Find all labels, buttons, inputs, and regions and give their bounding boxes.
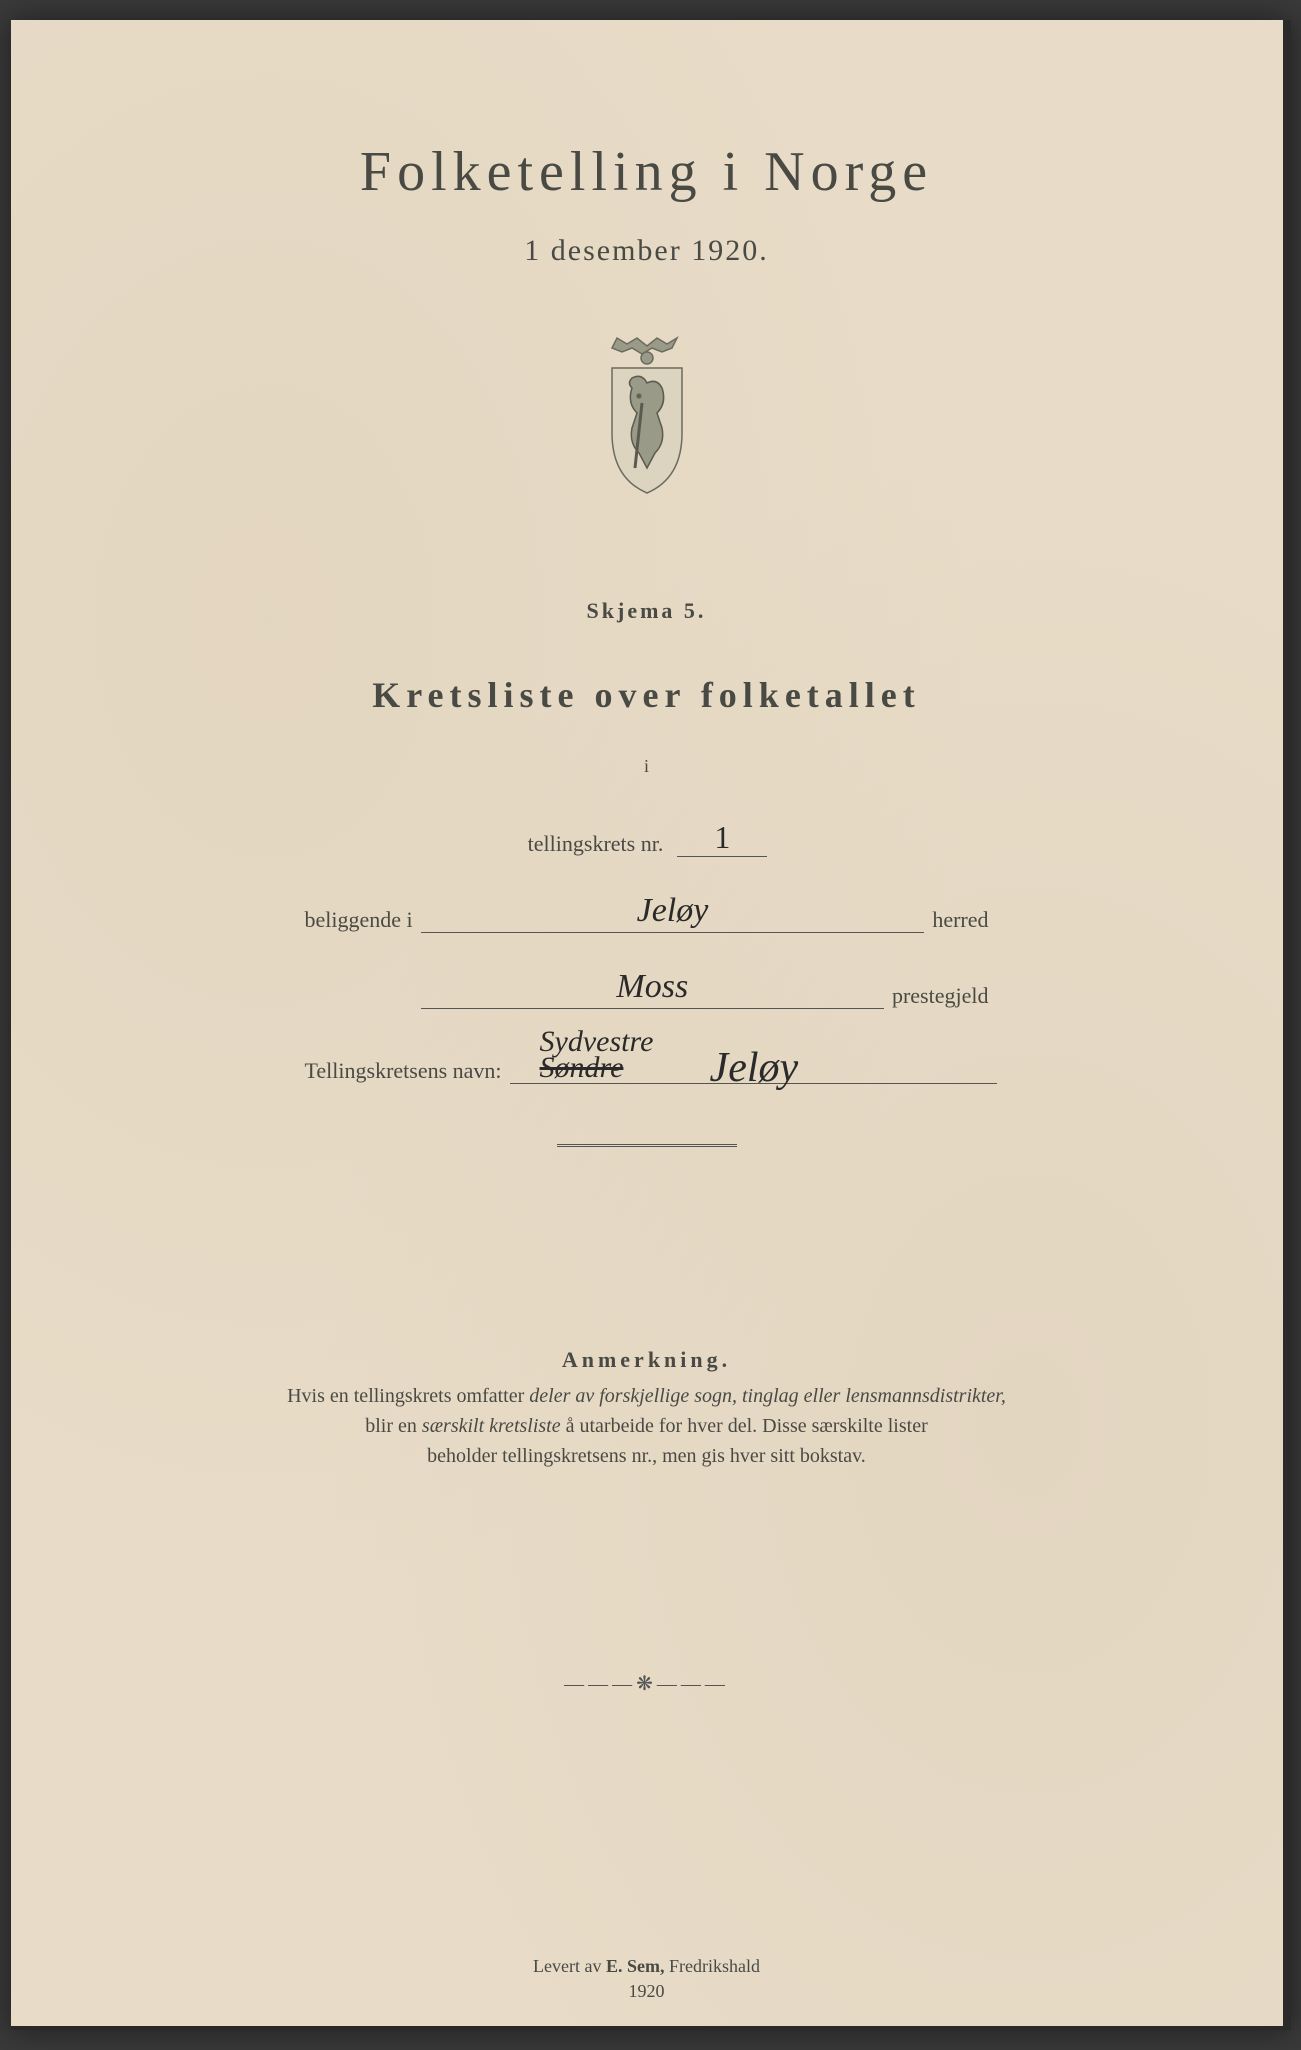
note-title: Anmerkning. bbox=[151, 1347, 1143, 1373]
footer-c: Fredrikshald bbox=[664, 1956, 759, 1976]
value-prestegjeld: Moss bbox=[421, 968, 884, 1009]
label-herred: herred bbox=[924, 907, 996, 933]
page-title: Folketelling i Norge bbox=[151, 140, 1143, 204]
note-l1a: Hvis en tellingskrets omfatter bbox=[287, 1385, 529, 1407]
value-tellingskrets: 1 bbox=[677, 819, 767, 857]
value-navn: Sydvestre Søndre Jeløy bbox=[510, 1054, 997, 1084]
list-heading: Kretsliste over folketallet bbox=[151, 674, 1143, 716]
divider-small bbox=[557, 1144, 737, 1147]
coat-of-arms bbox=[151, 328, 1143, 498]
row-prestegjeld: beliggende i Moss prestegjeld bbox=[297, 968, 997, 1009]
form-fields: tellingskrets nr. 1 beliggende i Jeløy h… bbox=[297, 817, 997, 1084]
note-l2b: å utarbeide for hver del. Disse særskilt… bbox=[561, 1415, 928, 1437]
note-l1i: deler av forskjellige sogn, tinglag elle… bbox=[529, 1385, 1006, 1407]
subtitle-date: 1 desember 1920. bbox=[151, 234, 1143, 268]
label-beliggende: beliggende i bbox=[297, 907, 421, 933]
note-l2a: blir en bbox=[365, 1415, 422, 1437]
struck-text: Søndre bbox=[540, 1054, 624, 1081]
footer-year: 1920 bbox=[151, 1981, 1143, 2002]
navn-main: Jeløy bbox=[710, 1050, 799, 1088]
label-tellingskrets: tellingskrets nr. bbox=[520, 831, 672, 857]
row-tellingskrets: tellingskrets nr. 1 bbox=[297, 817, 997, 857]
form-number: Skjema 5. bbox=[151, 598, 1143, 624]
row-herred: beliggende i Jeløy herred bbox=[297, 892, 997, 933]
crest-icon bbox=[587, 328, 707, 498]
row-navn: Tellingskretsens navn: Sydvestre Søndre … bbox=[297, 1044, 997, 1084]
value-herred: Jeløy bbox=[421, 892, 925, 933]
preposition-i: i bbox=[151, 756, 1143, 777]
note-l2i: særskilt kretsliste bbox=[422, 1415, 561, 1437]
note-body: Hvis en tellingskrets omfatter deler av … bbox=[197, 1381, 1097, 1471]
footer-a: Levert av bbox=[533, 1956, 606, 1976]
footer-b: E. Sem, bbox=[606, 1956, 665, 1976]
label-prestegjeld: prestegjeld bbox=[884, 983, 997, 1009]
footer: Levert av E. Sem, Fredrikshald 1920 bbox=[151, 1956, 1143, 2002]
ornament-divider: ———❋——— bbox=[151, 1671, 1143, 1696]
label-navn: Tellingskretsens navn: bbox=[297, 1058, 510, 1084]
document-page: Folketelling i Norge 1 desember 1920. Sk… bbox=[11, 20, 1291, 2030]
note-l3: beholder tellingskretsens nr., men gis h… bbox=[427, 1445, 866, 1467]
